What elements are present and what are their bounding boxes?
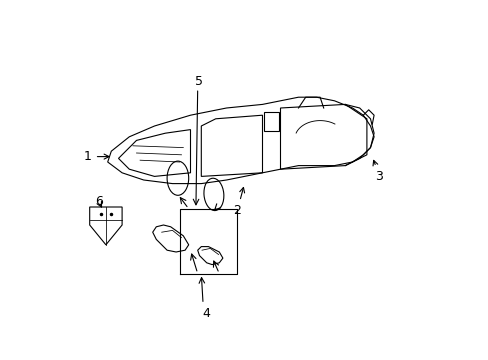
Text: 3: 3 bbox=[372, 160, 383, 183]
Text: 4: 4 bbox=[203, 307, 210, 320]
Text: 6: 6 bbox=[95, 195, 102, 208]
Text: 5: 5 bbox=[195, 75, 203, 87]
Text: 1: 1 bbox=[84, 150, 109, 163]
Text: 2: 2 bbox=[233, 188, 244, 217]
